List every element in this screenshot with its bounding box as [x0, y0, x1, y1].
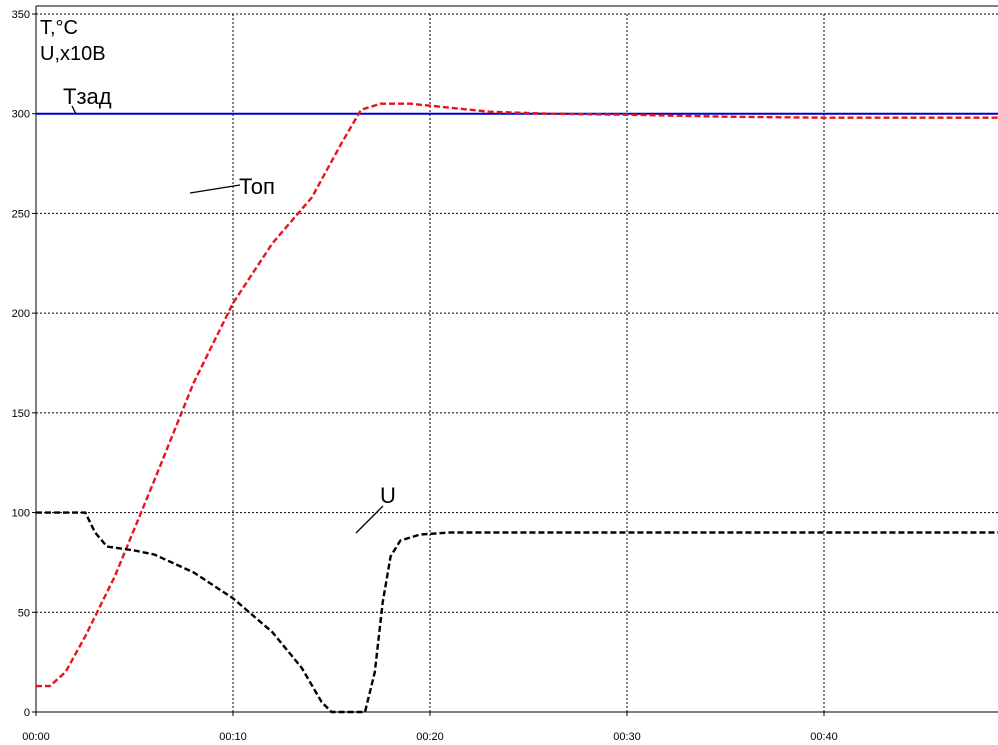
x-tick-label: 00:30: [613, 731, 641, 743]
x-tick-label: 00:40: [810, 731, 838, 743]
setpoint-label-leader: [71, 105, 77, 115]
voltage-label: U: [380, 483, 396, 508]
x-tick-label: 00:00: [22, 731, 50, 743]
x-tick-label: 00:20: [416, 731, 444, 743]
voltage-series-line: [36, 511, 998, 714]
y-axis-label-line: T,°C: [40, 17, 78, 39]
temperature-label: Топ: [239, 174, 275, 199]
voltage-label-leader: [355, 505, 384, 534]
grid-lines: [36, 13, 998, 713]
y-tick-label: 250: [12, 208, 30, 220]
y-axis-label: T,°C U,x10B: [40, 17, 106, 65]
y-tick-label: 350: [12, 9, 30, 21]
y-tick-labels: 0 50 100 150 200 250 300 350: [12, 9, 30, 719]
y-tick-label: 0: [24, 707, 30, 719]
setpoint-label: Тзад: [63, 84, 112, 109]
y-axis-label-line: U,x10B: [40, 43, 106, 65]
temperature-label-leader: [189, 184, 241, 194]
plot-frame: [32, 5, 998, 716]
y-tick-label: 300: [12, 109, 30, 121]
series-annotations: Тзад Топ U: [63, 84, 396, 534]
x-tick-label: 00:10: [219, 731, 247, 743]
y-tick-label: 50: [18, 607, 30, 619]
temperature-series-line: [36, 102, 998, 688]
y-tick-label: 200: [12, 308, 30, 320]
series-lines: [36, 102, 998, 714]
y-tick-label: 150: [12, 408, 30, 420]
x-tick-labels: 00:0000:1000:2000:3000:4000:5001:0001:10…: [22, 731, 838, 743]
y-tick-label: 100: [12, 508, 30, 520]
